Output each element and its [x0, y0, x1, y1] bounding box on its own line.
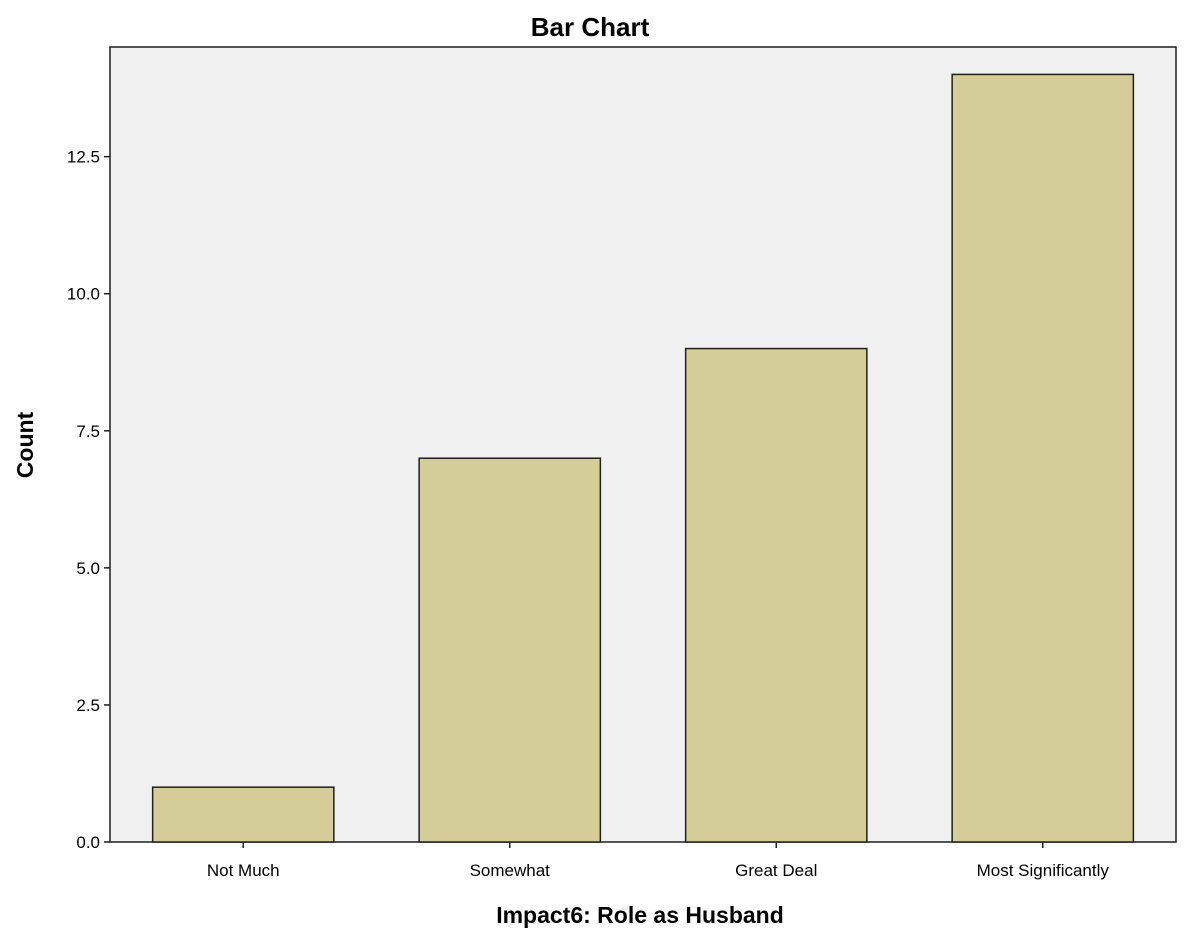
y-tick-label: 7.5 [76, 422, 100, 441]
x-tick-label: Most Significantly [977, 861, 1110, 880]
y-tick-label: 10.0 [67, 285, 100, 304]
chart-title: Bar Chart [531, 12, 650, 42]
x-tick-label: Great Deal [735, 861, 817, 880]
x-axis-title: Impact6: Role as Husband [496, 902, 784, 928]
bar-not-much [151, 786, 335, 843]
x-tick-label: Not Much [207, 861, 280, 880]
x-tick-label: Somewhat [470, 861, 551, 880]
y-tick-label: 5.0 [76, 559, 100, 578]
y-axis: 0.0 2.5 5.0 7.5 10.0 12.5 [67, 148, 110, 852]
x-axis: Not Much Somewhat Great Deal Most Significa… [207, 842, 1110, 880]
bar-most-significantly [951, 73, 1135, 843]
bar-great-deal [684, 347, 868, 843]
bar-somewhat [418, 457, 602, 843]
y-tick-label: 12.5 [67, 148, 100, 167]
y-tick-label: 2.5 [76, 696, 100, 715]
y-axis-title: Count [12, 411, 38, 478]
bars-layer [151, 73, 1135, 843]
y-tick-label: 0.0 [76, 833, 100, 852]
